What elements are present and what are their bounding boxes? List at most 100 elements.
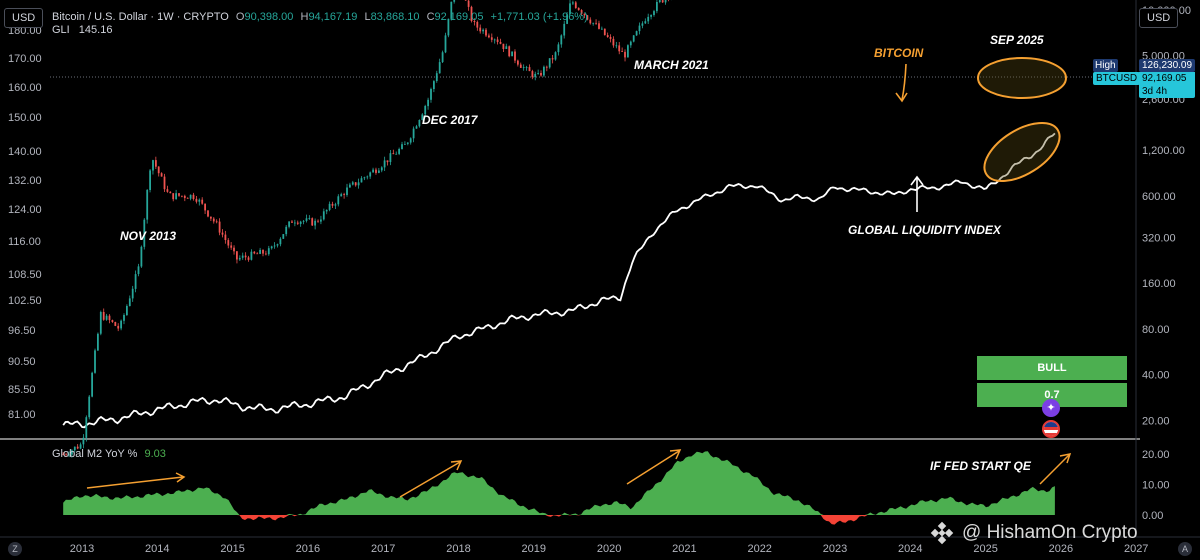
btc-candle: [656, 2, 658, 12]
btc-candle: [641, 23, 644, 26]
btc-candle: [282, 234, 285, 239]
btc-candle: [496, 39, 499, 42]
btc-candle: [661, 0, 664, 3]
btc-candle: [482, 29, 484, 32]
annotation-global-liquidity: GLOBAL LIQUIDITY INDEX: [848, 223, 1002, 237]
btc-candle: [114, 322, 117, 326]
x-tick-label: 2016: [296, 543, 320, 555]
btc-candle: [207, 210, 209, 217]
btc-candle: [227, 240, 230, 246]
btc-candle: [386, 160, 389, 163]
x-tick-label: 2020: [597, 543, 621, 555]
corner-button-right[interactable]: A: [1178, 542, 1192, 556]
btc-candle: [82, 437, 85, 445]
btc-candle: [653, 11, 655, 15]
x-tick-label: 2017: [371, 543, 395, 555]
btc-candle: [406, 142, 409, 144]
gli-tick-label: 140.00: [8, 146, 42, 158]
btc-candle: [259, 249, 261, 254]
btc-candle: [117, 325, 120, 329]
btc-candle: [375, 169, 377, 173]
btc-candle: [94, 350, 96, 373]
btc-candle: [189, 194, 192, 199]
btc-candle: [172, 193, 175, 200]
m2-tick-label: 20.00: [1142, 449, 1170, 461]
x-tick-label: 2024: [898, 543, 922, 555]
btc-candle: [514, 51, 516, 61]
us-flag-icon[interactable]: [1042, 420, 1060, 438]
btc-candle: [331, 203, 334, 206]
btc-candle: [441, 52, 444, 63]
last-price-tag: 92,169.05: [1139, 72, 1195, 85]
currency-button-right[interactable]: USD: [1139, 8, 1179, 28]
btc-candle: [566, 14, 568, 24]
btc-candle: [427, 99, 429, 107]
m2-trend-arrows: [86, 449, 1072, 498]
gli-tick-label: 160.00: [8, 82, 42, 94]
btc-candle: [212, 218, 215, 222]
btc-candle: [404, 144, 406, 145]
sparkle-icon[interactable]: ✦: [1042, 399, 1060, 417]
btc-candle: [218, 221, 221, 233]
btc-candle: [256, 253, 259, 255]
gli-tick-label: 132.00: [8, 175, 42, 187]
btc-candle: [601, 28, 603, 30]
btc-candle: [236, 251, 238, 260]
btc-candle: [450, 1, 453, 19]
btc-candle: [438, 62, 441, 74]
btc-candle: [522, 67, 525, 68]
m2-legend[interactable]: Global M2 YoY % 9.03: [52, 448, 166, 460]
btc-candle: [464, 0, 467, 1]
btc-candle: [126, 306, 128, 315]
gli-breakout-highlight: [983, 121, 1061, 183]
btc-candle: [572, 2, 574, 4]
btc-candle: [169, 191, 172, 194]
close-value: 92,169.05: [434, 11, 484, 23]
btc-series: [62, 0, 672, 458]
btc-candle: [589, 19, 592, 24]
gli-tick-label: 150.00: [8, 112, 42, 124]
btc-candle: [285, 226, 288, 235]
gli-series: [62, 132, 1056, 429]
btc-candle: [664, 0, 667, 3]
gli-legend[interactable]: GLI 145.16: [52, 24, 112, 36]
btc-candle: [395, 153, 398, 155]
btc-candle: [433, 81, 435, 89]
btc-candle: [265, 253, 267, 255]
btc-candle: [485, 29, 487, 36]
gli-tick-label: 85.50: [8, 384, 36, 396]
btc-candle: [583, 13, 586, 16]
m2-tick-label: 0.00: [1142, 510, 1163, 522]
btc-candle: [488, 35, 490, 38]
btc-candle: [505, 46, 508, 49]
btc-candle: [105, 315, 108, 320]
btc-candle: [624, 51, 626, 58]
btc-candle: [444, 35, 447, 53]
btc-candle: [224, 234, 227, 240]
corner-button-left[interactable]: Z: [8, 542, 22, 556]
btc-candle: [71, 450, 73, 455]
gli-tick-label: 102.50: [8, 295, 42, 307]
symbol-name[interactable]: Bitcoin / U.S. Dollar · 1W · CRYPTO: [52, 11, 229, 23]
btc-candle: [618, 45, 621, 52]
signal-state: BULL: [977, 356, 1127, 380]
price-tick-label: 20.00: [1142, 416, 1170, 428]
btc-candle: [383, 160, 386, 168]
btc-candle: [317, 220, 319, 222]
btc-candle: [453, 0, 456, 2]
x-tick-label: 2025: [973, 543, 997, 555]
btc-candle: [195, 198, 198, 202]
btc-candle: [563, 23, 566, 36]
btc-candle: [415, 126, 418, 129]
btc-candle: [519, 64, 522, 68]
annotation-fed-qe: IF FED START QE: [930, 459, 1032, 473]
btc-candle: [296, 222, 299, 224]
btc-candle: [215, 221, 218, 223]
btc-candle: [346, 187, 348, 195]
btc-candle: [163, 176, 166, 190]
price-tick-label: 1,200.00: [1142, 145, 1185, 157]
btc-candle: [629, 41, 632, 46]
btc-candle: [85, 417, 88, 438]
currency-button-left[interactable]: USD: [4, 8, 44, 28]
